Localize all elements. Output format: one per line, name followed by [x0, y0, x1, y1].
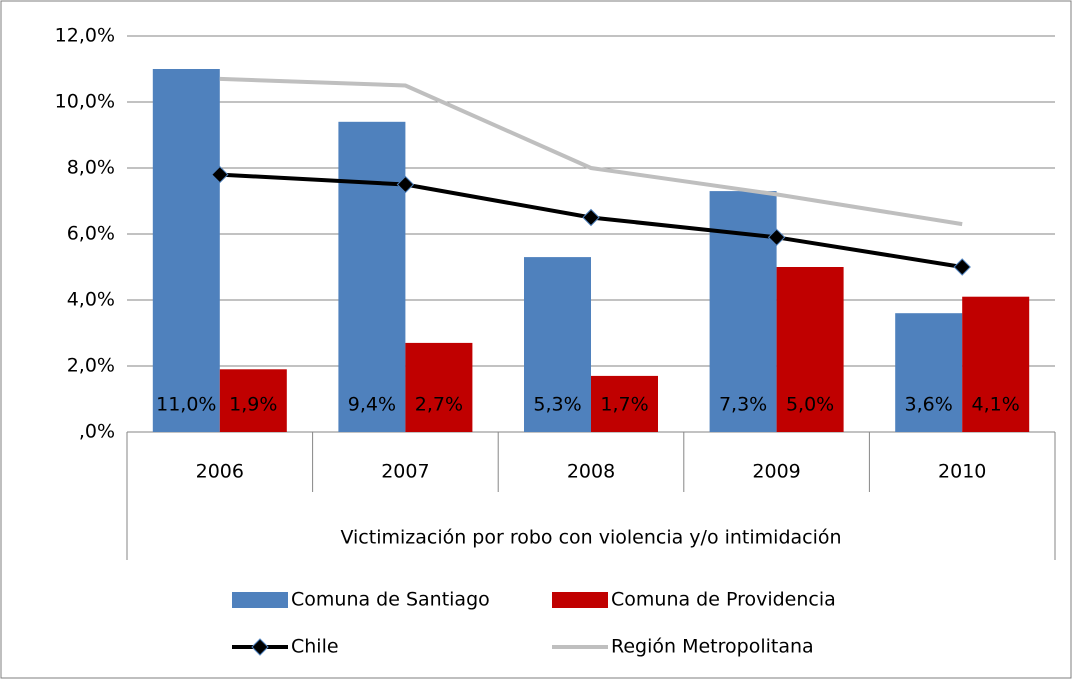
- x-tick-label: 2006: [196, 461, 244, 483]
- bar: [895, 313, 963, 432]
- data-label: 3,6%: [905, 394, 953, 416]
- bar: [962, 296, 1030, 432]
- marker: [953, 258, 971, 276]
- data-label: 5,0%: [786, 394, 834, 416]
- data-label: 11,0%: [156, 394, 216, 416]
- marker: [767, 228, 786, 247]
- data-label: 4,1%: [972, 394, 1020, 416]
- x-tick-label: 2010: [938, 461, 986, 483]
- bar: [152, 69, 220, 432]
- marker: [211, 165, 229, 184]
- legend-marker: [251, 638, 269, 656]
- x-tick-label: 2009: [752, 461, 800, 483]
- bar: [338, 121, 406, 433]
- legend-swatch: [552, 592, 608, 608]
- bar: [591, 375, 658, 432]
- legend-label: Comuna de Santiago: [291, 589, 490, 611]
- y-tick-label: ,0%: [79, 421, 115, 443]
- data-label: 1,7%: [600, 394, 648, 416]
- x-tick-label: 2007: [381, 461, 429, 483]
- y-tick-label: 8,0%: [67, 157, 115, 179]
- line: [219, 76, 963, 227]
- bar: [219, 369, 287, 432]
- data-label: 7,3%: [719, 394, 767, 416]
- legend-label: Chile: [291, 636, 339, 658]
- y-tick-label: 12,0%: [55, 25, 115, 47]
- y-tick-label: 10,0%: [55, 91, 115, 113]
- x-tick-label: 2008: [567, 461, 615, 483]
- bar: [405, 342, 473, 432]
- marker: [582, 208, 600, 227]
- legend-swatch: [232, 592, 288, 608]
- data-label: 5,3%: [533, 394, 581, 416]
- legend-label: Región Metropolitana: [611, 636, 814, 658]
- bar: [524, 257, 591, 432]
- y-tick-label: 4,0%: [67, 289, 115, 311]
- x-axis-title: Victimización por robo con violencia y/o…: [340, 527, 841, 549]
- bar: [776, 267, 844, 432]
- data-label: 1,9%: [229, 394, 277, 416]
- data-label: 2,7%: [415, 394, 463, 416]
- marker: [396, 175, 415, 194]
- y-tick-label: 2,0%: [67, 355, 115, 377]
- data-label: 9,4%: [348, 394, 396, 416]
- y-tick-label: 6,0%: [67, 223, 115, 245]
- legend-label: Comuna de Providencia: [611, 589, 836, 611]
